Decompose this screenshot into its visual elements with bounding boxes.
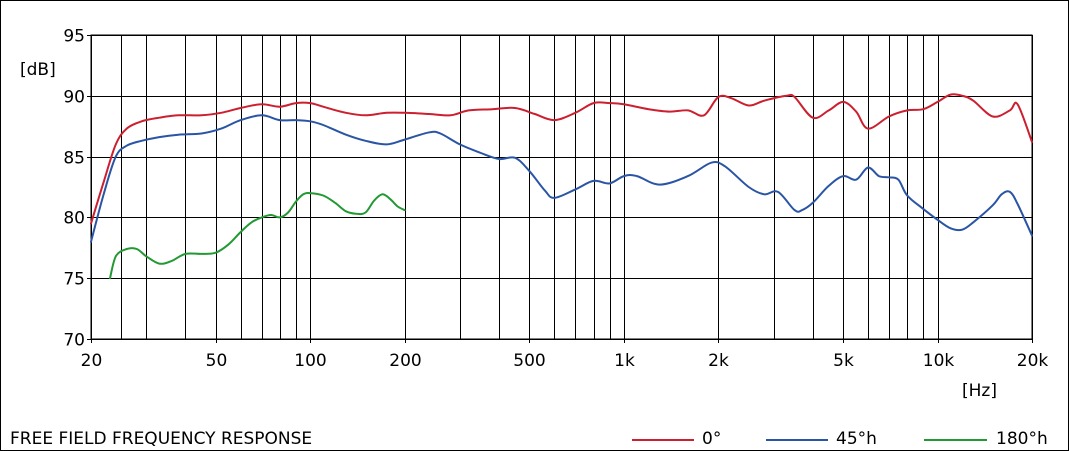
y-tick-label: 70	[63, 331, 85, 351]
series-45deg-line	[90, 114, 1033, 243]
x-tick-label: 10k	[923, 351, 955, 371]
x-tick-label: 50	[206, 351, 228, 371]
plot-border	[90, 34, 1033, 340]
x-tick-label: 500	[513, 351, 545, 371]
y-tick-label: 95	[63, 27, 85, 47]
y-axis-label: [dB]	[20, 60, 56, 80]
legend-label-180deg: 180°h	[996, 429, 1048, 449]
x-tick-label: 5k	[833, 351, 854, 371]
series-lines	[90, 93, 1033, 280]
legend: 0° 45°h 180°h	[632, 429, 1048, 449]
y-tick-label: 80	[63, 209, 85, 229]
x-axis-label: [Hz]	[962, 381, 997, 401]
x-tick-label: 100	[294, 351, 326, 371]
legend-label-45deg: 45°h	[836, 429, 877, 449]
y-tick-label: 90	[63, 88, 85, 108]
legend-label-0deg: 0°	[702, 429, 721, 449]
y-axis-ticks: 70 75 80 85 90 95	[63, 27, 91, 351]
x-tick-label: 2k	[708, 351, 729, 371]
series-180deg-line	[109, 192, 406, 280]
grid	[91, 35, 1033, 340]
x-tick-label: 20	[81, 351, 103, 371]
series-0deg-line	[90, 93, 1033, 225]
x-tick-label: 200	[389, 351, 421, 371]
y-tick-label: 85	[63, 149, 85, 169]
x-tick-label: 1k	[614, 351, 635, 371]
y-tick-label: 75	[63, 270, 85, 290]
x-axis-ticks: 20 50 100 200 500 1k 2k 5k 10k 20k	[81, 339, 1049, 371]
x-tick-label: 20k	[1017, 351, 1049, 371]
chart-title: FREE FIELD FREQUENCY RESPONSE	[10, 429, 312, 449]
